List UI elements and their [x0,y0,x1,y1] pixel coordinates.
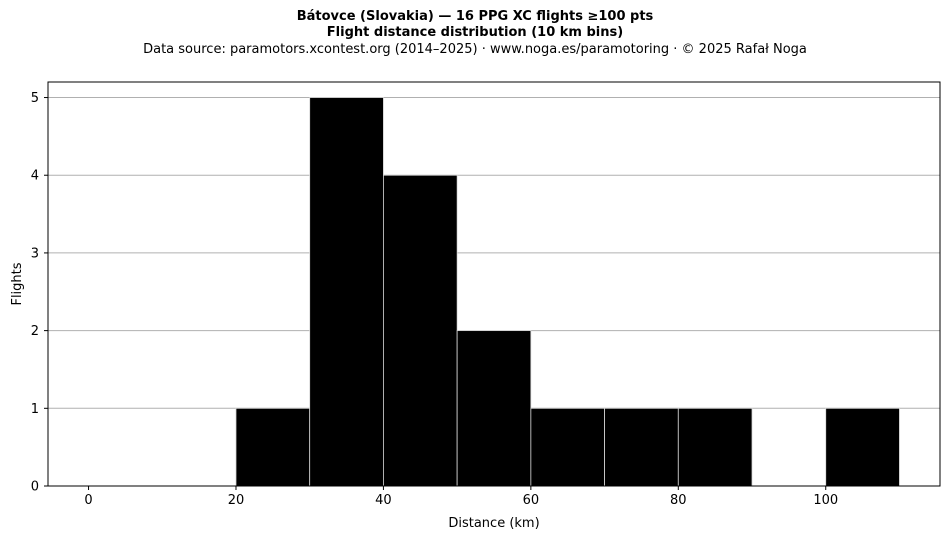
x-tick-label: 80 [670,493,687,508]
plot-frame [47,81,941,487]
y-tick-label: 5 [31,91,39,106]
chart-subtitle-bold: Flight distance distribution (10 km bins… [326,25,624,40]
x-axis-label: Distance (km) [448,516,539,531]
histogram-bar [604,407,679,487]
x-tick-label: 0 [84,493,92,508]
x-tick-label: 100 [813,493,838,508]
y-tick-label: 3 [31,246,39,261]
histogram-bar [456,330,532,487]
y-tick-label: 4 [31,169,39,184]
chart-title: Bátovce (Slovakia) — 16 PPG XC flights ≥… [296,9,654,24]
chart-title-block: Bátovce (Slovakia) — 16 PPG XC flights ≥… [0,9,950,58]
histogram-bar [235,407,311,487]
y-tick-label: 0 [31,480,39,495]
histogram-bar [825,407,900,487]
histogram-bar [530,407,605,487]
x-tick-label: 20 [228,493,245,508]
y-tick-label: 1 [31,402,39,417]
chart-data-source: Data source: paramotors.xcontest.org (20… [143,42,807,57]
y-tick-label: 2 [31,324,39,339]
x-tick-label: 40 [375,493,392,508]
x-tick-label: 60 [523,493,540,508]
y-axis-label: Flights [10,262,25,305]
histogram-bar [309,97,384,487]
histogram-bar [383,174,458,487]
histogram-bar [677,407,753,487]
